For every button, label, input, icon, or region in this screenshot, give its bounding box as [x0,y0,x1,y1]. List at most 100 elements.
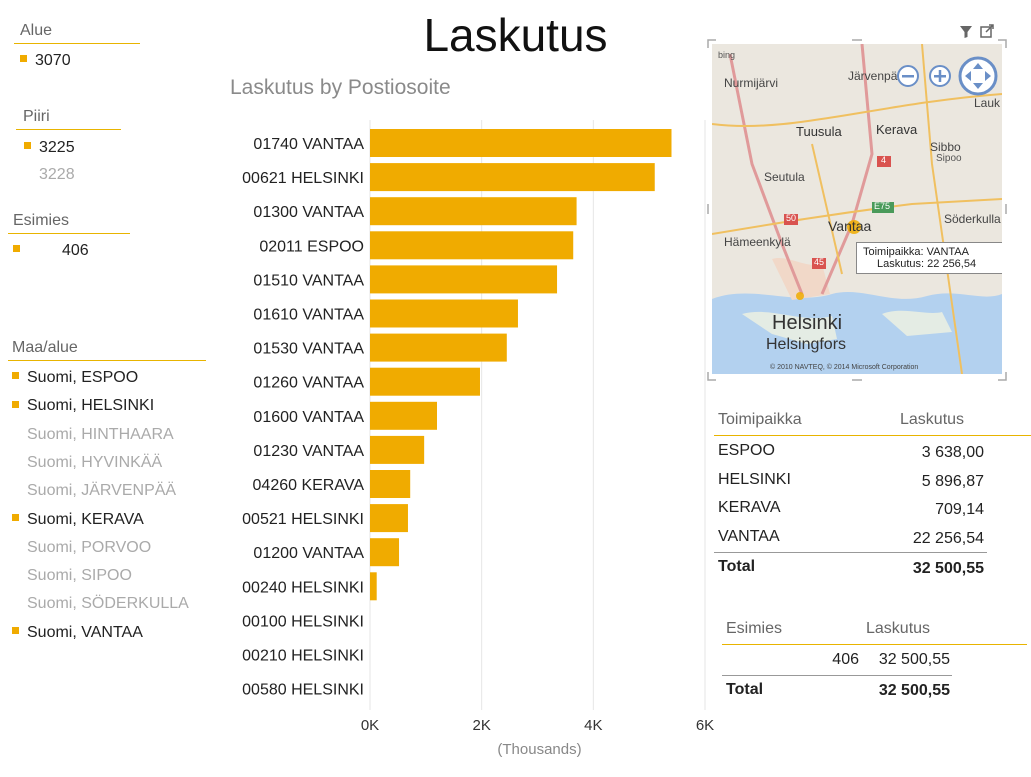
category-label: 00100 HELSINKI [242,613,364,630]
selected-marker-icon [12,485,19,492]
map-place-label: Sipoo [936,153,962,164]
slicer-maa-alue: Maa/alue [8,339,206,361]
category-label: 01260 VANTAA [253,375,364,392]
map-bubble[interactable] [847,220,861,234]
table1-total-label: Total [718,558,756,575]
slicer-item[interactable]: 406 [13,242,89,260]
x-tick-label: 4K [584,717,602,734]
table2-cell: 406 [832,651,859,668]
table2-header-col1: Esimies [726,620,783,637]
category-label: 01530 VANTAA [253,341,364,358]
bar[interactable] [370,265,558,294]
table-row: VANTAA 22 256,54 [718,527,984,556]
bar[interactable] [370,367,480,396]
category-label: 01610 VANTAA [253,307,364,324]
map-visual[interactable]: bing Nurmijärvi Järvenpää Lauk Tuusula K… [712,44,1002,374]
slicer-item[interactable]: Suomi, KERAVA [12,511,144,529]
selected-marker-icon [12,429,19,436]
bar[interactable] [370,572,377,601]
bar-chart: 0K 2K 4K 6K 01740 VANTAA 00621 HELSINKI 01300 … [242,120,714,758]
bar[interactable] [370,333,507,362]
selected-marker-icon [13,245,20,253]
filter-icon[interactable] [960,26,972,38]
category-label: 01740 VANTAA [253,136,364,153]
selected-marker-icon [12,599,19,606]
x-tick-label: 6K [696,717,714,734]
visual-frame-corners [707,39,1007,381]
category-label: 01600 VANTAA [253,409,364,426]
slicer-item[interactable]: Suomi, JÄRVENPÄÄ [12,482,176,500]
table1-total-line [714,552,987,553]
table2-total-label: Total [726,681,764,698]
selected-marker-icon [12,570,19,577]
selected-marker-icon [12,457,19,464]
slicer-header: Alue [14,22,140,44]
bar[interactable] [370,504,408,533]
table2-cell: 32 500,55 [878,651,950,668]
map-place-label: Kerava [876,122,918,137]
slicer-item[interactable]: Suomi, HYVINKÄÄ [12,454,162,472]
table2-total-value: 32 500,55 [878,682,950,699]
map-place-label: Helsinki [772,312,843,334]
bar[interactable] [370,163,655,192]
map-tooltip: Toimipaikka: VANTAA Laskutus: 22 256,54 [856,242,1002,274]
zoom-out-icon[interactable] [896,64,920,88]
slicer-esimies: Esimies [8,212,130,234]
table-cell: 3 638,00 [921,444,984,461]
slicer-item[interactable]: Suomi, ESPOO [12,369,138,387]
map-place-label: Järvenpää [848,69,905,83]
slicer-item[interactable]: 3228 [39,166,75,183]
table-cell: HELSINKI [718,470,791,488]
x-tick-label: 2K [472,717,490,734]
slicer-header: Maa/alue [8,339,206,361]
selected-marker-icon [12,372,19,380]
slicer-item[interactable]: Suomi, SIPOO [12,567,132,585]
slicer-item[interactable]: 3070 [20,52,71,70]
pan-icon[interactable] [958,56,998,96]
map-place-label: Vantaa [828,218,872,234]
bar[interactable] [370,231,574,260]
map-canvas [712,44,1002,374]
bar[interactable] [370,197,577,226]
table-row: KERAVA 709,14 [718,498,984,527]
category-label: 00240 HELSINKI [242,579,364,596]
bar[interactable] [370,470,411,498]
table-cell: 5 896,87 [921,472,984,490]
slicer-header: Esimies [8,212,130,234]
table1-body: ESPOO 3 638,00 HELSINKI 5 896,87 KERAVA 709,1… [718,441,984,555]
table1-header-col2: Laskutus [900,411,965,428]
selected-marker-icon [20,55,27,63]
bar[interactable] [370,299,518,328]
page-title: Laskutus [423,9,608,61]
table2-header-line [722,644,1027,645]
slicer-item[interactable]: Suomi, HINTHAARA [12,426,174,444]
table1-header-line [714,435,1031,436]
x-tick-label: 0K [361,717,379,734]
table-cell: VANTAA [718,527,780,545]
selected-marker-icon [12,513,19,521]
bar[interactable] [370,538,400,567]
map-place-label: Sibbo [930,140,961,154]
slicer-item[interactable]: 3225 [24,139,75,157]
category-label: 01300 VANTAA [253,204,364,221]
table2-header-col2: Laskutus [866,620,931,637]
bar[interactable] [370,435,425,464]
map-copyright: © 2010 NAVTEQ, © 2014 Microsoft Corporat… [770,364,919,371]
popout-icon[interactable] [980,24,994,38]
slicer-piiri: Piiri [16,108,121,130]
slicer-item[interactable]: Suomi, HELSINKI [12,397,154,415]
slicer-item[interactable]: Suomi, VANTAA [12,624,143,642]
zoom-in-icon[interactable] [928,64,952,88]
slicer-item[interactable]: Suomi, SÖDERKULLA [12,595,189,613]
map-place-label: Nurmijärvi [724,76,778,90]
x-axis-title: (Thousands) [497,741,581,758]
table1-total-value: 32 500,55 [912,560,984,577]
slicer-item[interactable]: Suomi, PORVOO [12,539,151,557]
map-bubble[interactable] [796,292,804,300]
table2-total-line [722,675,952,676]
bar[interactable] [370,401,437,430]
table-cell: 22 256,54 [912,529,984,547]
bar[interactable] [370,129,672,157]
map-place-label: Tuusula [796,124,842,139]
road-label: 45 [814,257,825,267]
